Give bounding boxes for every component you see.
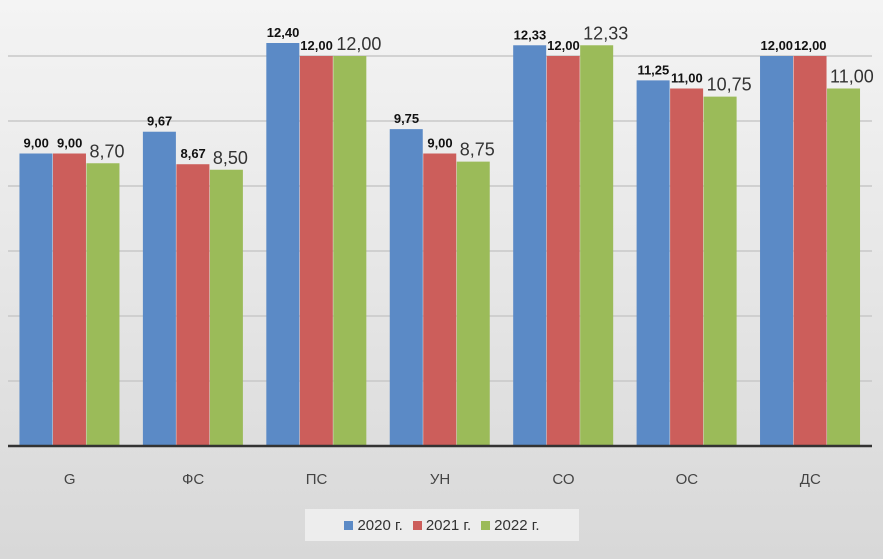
data-label: 11,00 — [671, 71, 703, 86]
bar-G-2020 г. — [19, 153, 53, 446]
bar-ОС-2020 г. — [636, 80, 670, 446]
bar-УН-2022 г. — [456, 161, 490, 446]
data-label: 9,75 — [394, 111, 419, 126]
bar-ПС-2022 г. — [333, 56, 367, 446]
bar-СО-2020 г. — [513, 45, 547, 447]
data-label: 12,00 — [300, 38, 333, 53]
data-label: 12,33 — [583, 23, 628, 43]
data-label: 8,75 — [460, 140, 495, 160]
legend: 2020 г. 2021 г. 2022 г. — [305, 509, 579, 541]
bar-СО-2021 г. — [546, 56, 580, 446]
bar-ОС-2021 г. — [670, 88, 704, 446]
data-label: 12,33 — [514, 27, 547, 42]
legend-label-2020: 2020 г. — [357, 516, 403, 534]
bar-ДС-2022 г. — [827, 88, 861, 446]
legend-item-2022: 2022 г. — [481, 516, 540, 534]
bar-ФС-2022 г. — [209, 169, 243, 446]
data-label: 11,25 — [637, 62, 669, 77]
x-tick-label: УН — [430, 471, 450, 488]
bar-ОС-2022 г. — [703, 96, 737, 446]
bar-ПС-2020 г. — [266, 43, 300, 446]
bar-ДС-2020 г. — [760, 56, 794, 446]
data-label: 12,00 — [761, 38, 794, 53]
data-label: 12,00 — [336, 34, 381, 54]
bar-ПС-2021 г. — [299, 56, 333, 446]
data-label: 12,00 — [547, 38, 580, 53]
bar-УН-2021 г. — [423, 153, 457, 446]
bar-G-2021 г. — [52, 153, 86, 446]
legend-item-2021: 2021 г. — [412, 516, 472, 534]
legend-swatch-2020 — [344, 520, 354, 530]
legend-label-2022: 2022 г. — [494, 516, 540, 534]
data-label: 9,00 — [24, 136, 49, 151]
data-label: 12,40 — [267, 25, 300, 40]
data-label: 10,75 — [707, 75, 752, 95]
x-tick-label: СО — [552, 471, 574, 488]
data-label: 8,70 — [89, 141, 124, 161]
data-label: 9,00 — [57, 136, 82, 151]
bar-ФС-2021 г. — [176, 164, 210, 446]
legend-swatch-2022 — [481, 520, 491, 530]
bar-СО-2022 г. — [580, 45, 614, 447]
data-label: 11,00 — [830, 67, 874, 87]
bar-ДС-2021 г. — [793, 56, 827, 446]
legend-item-2020: 2020 г. — [344, 516, 403, 534]
x-tick-label: ПС — [306, 471, 328, 488]
data-label: 8,50 — [213, 148, 248, 168]
data-label: 12,00 — [794, 38, 827, 53]
legend-label-2021: 2021 г. — [425, 516, 472, 534]
data-label: 9,00 — [427, 136, 452, 151]
data-label: 9,67 — [147, 114, 172, 129]
data-label: 8,67 — [180, 146, 205, 161]
legend-swatch-2021 — [412, 520, 422, 530]
x-tick-label: ОС — [676, 471, 699, 488]
x-tick-label: ДС — [800, 471, 821, 488]
bar-ФС-2020 г. — [142, 131, 176, 446]
bar-УН-2020 г. — [389, 129, 423, 446]
x-tick-label: ФС — [182, 471, 204, 488]
bar-G-2022 г. — [86, 163, 120, 446]
x-tick-label: G — [64, 471, 76, 488]
